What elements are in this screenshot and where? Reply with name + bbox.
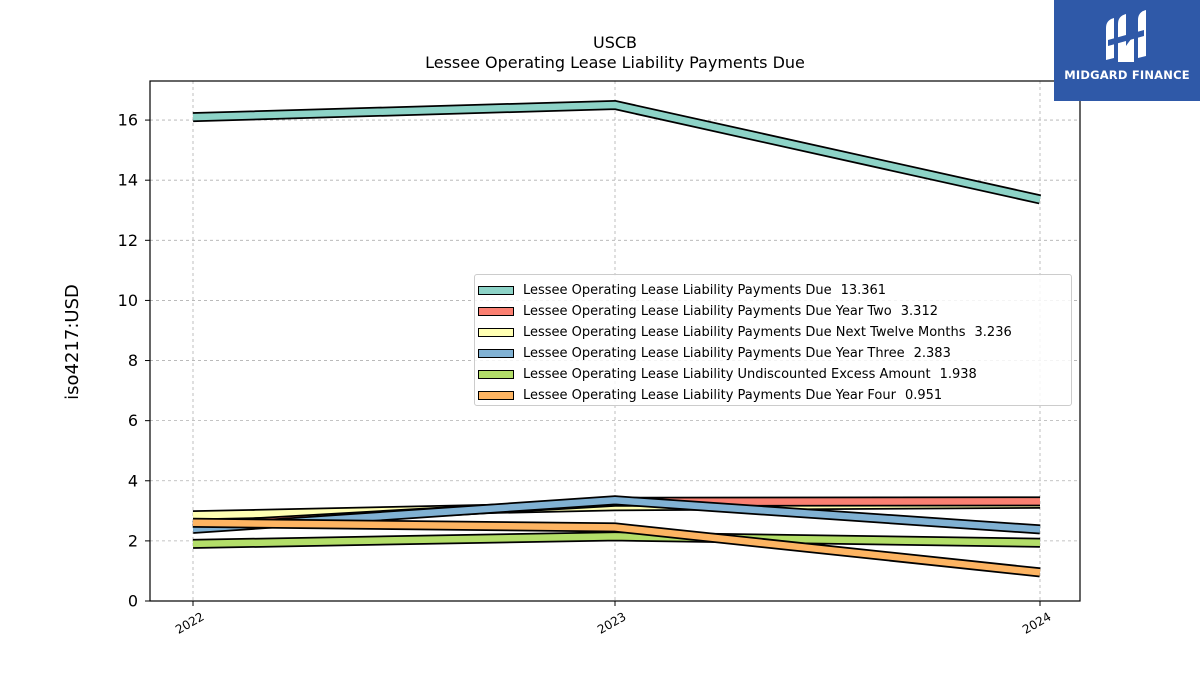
legend-item: Lessee Operating Lease Liability Payment… — [475, 301, 1063, 322]
legend-series-name: Lessee Operating Lease Liability Payment… — [523, 283, 832, 298]
legend-series-name: Lessee Operating Lease Liability Payment… — [523, 346, 905, 361]
y-tick-label: 14 — [118, 171, 138, 190]
legend-series-name: Lessee Operating Lease Liability Payment… — [523, 325, 966, 340]
legend-series-name: Lessee Operating Lease Liability Undisco… — [523, 367, 931, 382]
legend-swatch — [478, 349, 514, 358]
legend-swatch — [478, 370, 514, 379]
y-tick-label: 6 — [128, 411, 138, 430]
y-tick-label: 12 — [118, 231, 138, 250]
legend-swatch — [478, 328, 514, 337]
y-tick-label: 16 — [118, 111, 138, 130]
chart-title: USCB — [593, 33, 637, 52]
legend-item: Lessee Operating Lease Liability Payment… — [475, 322, 1063, 343]
legend-series-value: 1.938 — [939, 367, 977, 382]
legend-item: Lessee Operating Lease Liability Payment… — [475, 385, 1063, 406]
series-line — [192, 519, 1041, 576]
legend-item: Lessee Operating Lease Liability Undisco… — [475, 364, 1063, 385]
legend-swatch — [478, 307, 514, 316]
legend-series-value: 3.236 — [974, 325, 1012, 340]
legend-series-name: Lessee Operating Lease Liability Payment… — [523, 304, 892, 319]
logo-mark-icon — [1106, 10, 1146, 62]
legend-series-name: Lessee Operating Lease Liability Payment… — [523, 388, 896, 403]
legend-swatch — [478, 391, 514, 400]
chart-subtitle: Lessee Operating Lease Liability Payment… — [425, 53, 805, 72]
legend-item: Lessee Operating Lease Liability Payment… — [475, 280, 1063, 301]
legend-series-value: 3.312 — [900, 304, 938, 319]
x-tick-label: 2022 — [173, 609, 206, 636]
legend-swatch — [478, 286, 514, 295]
legend-item: Lessee Operating Lease Liability Payment… — [475, 343, 1063, 364]
series-line-outline — [192, 99, 1042, 205]
x-tick-label: 2024 — [1020, 609, 1053, 636]
series-line — [192, 101, 1041, 203]
y-axis-ticks: 0 2 4 6 8 10 12 14 16 — [118, 111, 150, 611]
x-axis-ticks: 2022 2023 2024 — [173, 601, 1054, 637]
y-tick-label: 0 — [128, 592, 138, 611]
legend-series-value: 0.951 — [904, 388, 943, 403]
x-tick-label: 2023 — [595, 609, 628, 636]
chart-legend: Lessee Operating Lease Liability Payment… — [474, 274, 1072, 406]
y-tick-label: 4 — [128, 471, 138, 490]
y-tick-label: 8 — [128, 351, 138, 370]
series-line — [192, 533, 1041, 548]
y-axis-label: iso4217:USD — [62, 284, 83, 400]
legend-series-value: 13.361 — [840, 283, 887, 298]
y-tick-label: 2 — [128, 531, 138, 550]
series-layer — [192, 99, 1042, 578]
y-tick-label: 10 — [118, 291, 138, 310]
brand-logo: MIDGARD FINANCE — [1054, 0, 1200, 101]
logo-text: MIDGARD FINANCE — [1064, 68, 1190, 82]
legend-series-value: 2.383 — [913, 346, 951, 361]
